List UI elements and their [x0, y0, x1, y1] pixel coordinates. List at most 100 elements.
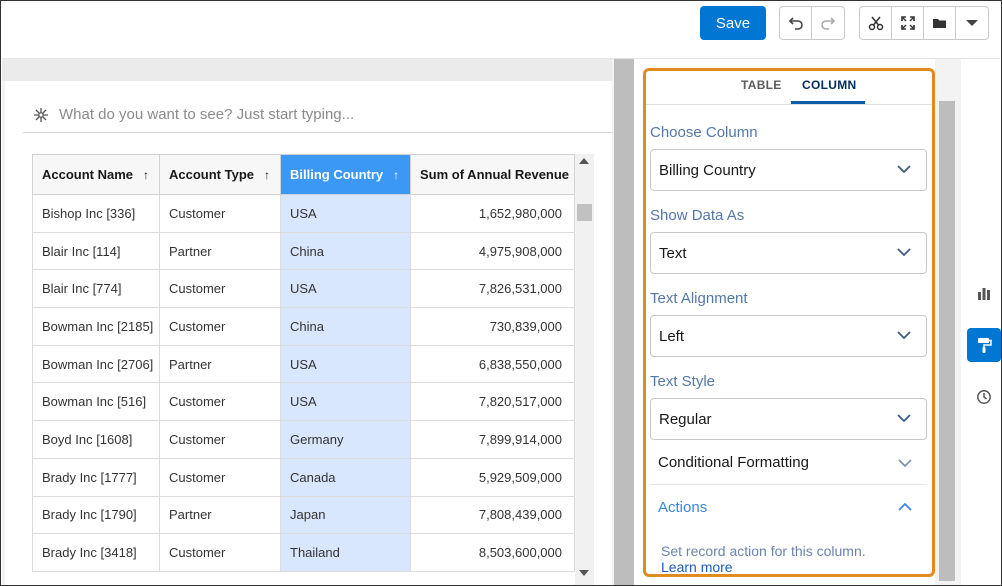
tab-table[interactable]: TABLE: [741, 78, 782, 92]
text-alignment-select[interactable]: Left: [650, 315, 927, 357]
actions-section[interactable]: Actions: [650, 485, 927, 529]
cell-account-type[interactable]: Customer: [159, 307, 281, 346]
show-data-as-label: Show Data As: [650, 207, 745, 224]
text-alignment-label: Text Alignment: [650, 290, 748, 307]
cut-button[interactable]: [860, 7, 892, 39]
cell-billing-country[interactable]: China: [280, 307, 411, 346]
cell-account-name[interactable]: Brady Inc [1790]: [32, 495, 160, 535]
chevron-down-icon: [897, 165, 911, 174]
cell-account-type[interactable]: Customer: [159, 533, 281, 572]
search-input[interactable]: What do you want to see? Just start typi…: [59, 106, 355, 123]
cell-annual-revenue[interactable]: 1,652,980,000: [410, 194, 575, 233]
tab-column[interactable]: COLUMN: [802, 78, 857, 92]
table-row[interactable]: Brady Inc [1790] Partner Japan 7,808,439,00…: [32, 495, 575, 535]
learn-more-link[interactable]: Learn more: [661, 559, 733, 575]
table-scrollbar[interactable]: [575, 154, 594, 585]
cell-account-type[interactable]: Partner: [159, 344, 281, 384]
cell-billing-country[interactable]: China: [280, 231, 411, 271]
cell-annual-revenue[interactable]: 7,826,531,000: [410, 269, 575, 309]
table-row[interactable]: Bishop Inc [336] Customer USA 1,652,980,000: [32, 194, 575, 233]
choose-column-value: Billing Country: [659, 161, 756, 179]
expand-button[interactable]: [892, 7, 924, 39]
cell-account-type[interactable]: Partner: [159, 495, 281, 535]
table-row[interactable]: Bowman Inc [2185] Customer China 730,839,00…: [32, 307, 575, 346]
column-header-label: Billing Country: [290, 167, 384, 182]
cell-annual-revenue[interactable]: 7,820,517,000: [410, 382, 575, 422]
cell-billing-country[interactable]: Thailand: [280, 533, 411, 572]
cell-account-type[interactable]: Customer: [159, 194, 281, 233]
cell-billing-country[interactable]: Japan: [280, 495, 411, 535]
redo-icon: [821, 17, 836, 30]
history-rail-button[interactable]: [967, 380, 1001, 414]
table-row[interactable]: Brady Inc [3418] Customer Thailand 8,503,60…: [32, 533, 575, 572]
column-header-billing-country[interactable]: Billing Country ↑: [280, 154, 411, 195]
panel-tabs: TABLE COLUMN: [646, 71, 932, 105]
redo-button[interactable]: [812, 7, 844, 39]
choose-column-label: Choose Column: [650, 124, 758, 141]
cell-annual-revenue[interactable]: 4,975,908,000: [410, 231, 575, 271]
cell-billing-country[interactable]: USA: [280, 344, 411, 384]
cell-annual-revenue[interactable]: 8,503,600,000: [410, 533, 575, 572]
canvas-scrollbar[interactable]: [614, 59, 634, 585]
cell-annual-revenue[interactable]: 6,838,550,000: [410, 344, 575, 384]
sort-up-icon: ↑: [264, 168, 270, 182]
save-button[interactable]: Save: [700, 6, 766, 40]
choose-column-select[interactable]: Billing Country: [650, 149, 927, 191]
open-folder-button[interactable]: [924, 7, 956, 39]
cell-account-type[interactable]: Customer: [159, 457, 281, 497]
actions-help-text: Set record action for this column.: [661, 543, 866, 559]
table-row[interactable]: Bowman Inc [516] Customer USA 7,820,517,000: [32, 382, 575, 422]
cell-account-name[interactable]: Bishop Inc [336]: [32, 194, 160, 233]
scroll-up-icon[interactable]: [579, 158, 589, 164]
chart-rail-button[interactable]: [967, 277, 1001, 311]
cell-account-type[interactable]: Customer: [159, 382, 281, 422]
conditional-formatting-label: Conditional Formatting: [658, 454, 809, 471]
show-data-as-select[interactable]: Text: [650, 232, 927, 274]
table-row[interactable]: Blair Inc [114] Partner China 4,975,908,000: [32, 231, 575, 271]
cell-billing-country[interactable]: Germany: [280, 420, 411, 459]
conditional-formatting-section[interactable]: Conditional Formatting: [650, 441, 927, 485]
scroll-thumb[interactable]: [577, 204, 592, 221]
table-row[interactable]: Boyd Inc [1608] Customer Germany 7,899,914,…: [32, 420, 575, 459]
cell-billing-country[interactable]: Canada: [280, 457, 411, 497]
table-row[interactable]: Brady Inc [1777] Customer Canada 5,929,509,…: [32, 457, 575, 497]
format-rail-button[interactable]: [967, 328, 1001, 362]
cell-account-name[interactable]: Bowman Inc [516]: [32, 382, 160, 422]
sort-up-icon: ↑: [143, 168, 150, 182]
cell-account-type[interactable]: Customer: [159, 420, 281, 459]
search-bar[interactable]: What do you want to see? Just start typi…: [23, 97, 613, 133]
cell-billing-country[interactable]: USA: [280, 382, 411, 422]
cell-account-name[interactable]: Blair Inc [114]: [32, 231, 160, 271]
cell-billing-country[interactable]: USA: [280, 269, 411, 309]
cell-account-name[interactable]: Blair Inc [774]: [32, 269, 160, 309]
cell-annual-revenue[interactable]: 7,899,914,000: [410, 420, 575, 459]
cell-annual-revenue[interactable]: 7,808,439,000: [410, 495, 575, 535]
cell-account-type[interactable]: Partner: [159, 231, 281, 271]
top-toolbar: Save: [2, 2, 1000, 59]
cell-billing-country[interactable]: USA: [280, 194, 411, 233]
cell-account-name[interactable]: Brady Inc [1777]: [32, 457, 160, 497]
column-header-account-type[interactable]: Account Type ↑: [159, 154, 281, 195]
column-header-sum-annual-revenue[interactable]: Sum of Annual Revenue: [410, 154, 575, 195]
cut-icon: [868, 16, 883, 31]
text-style-select[interactable]: Regular: [650, 398, 927, 440]
cell-annual-revenue[interactable]: 730,839,000: [410, 307, 575, 346]
scroll-down-icon[interactable]: [579, 570, 589, 576]
cell-account-name[interactable]: Bowman Inc [2706]: [32, 344, 160, 384]
clock-icon: [977, 390, 991, 404]
cell-annual-revenue[interactable]: 5,929,509,000: [410, 457, 575, 497]
cell-account-name[interactable]: Bowman Inc [2185]: [32, 307, 160, 346]
chevron-up-icon: [898, 502, 912, 511]
table-row[interactable]: Bowman Inc [2706] Partner USA 6,838,550,000: [32, 344, 575, 384]
data-table: Account Name ↑ Account Type ↑ Billing Coun…: [32, 154, 594, 585]
table-row[interactable]: Blair Inc [774] Customer USA 7,826,531,000: [32, 269, 575, 309]
cell-account-name[interactable]: Brady Inc [3418]: [32, 533, 160, 572]
column-header-label: Account Type: [169, 167, 254, 182]
more-options-button[interactable]: [956, 7, 988, 39]
cell-account-type[interactable]: Customer: [159, 269, 281, 309]
settings-panel-scrollbar[interactable]: [939, 101, 955, 581]
cell-account-name[interactable]: Boyd Inc [1608]: [32, 420, 160, 459]
undo-button[interactable]: [780, 7, 812, 39]
column-header-account-name[interactable]: Account Name ↑: [32, 154, 160, 195]
